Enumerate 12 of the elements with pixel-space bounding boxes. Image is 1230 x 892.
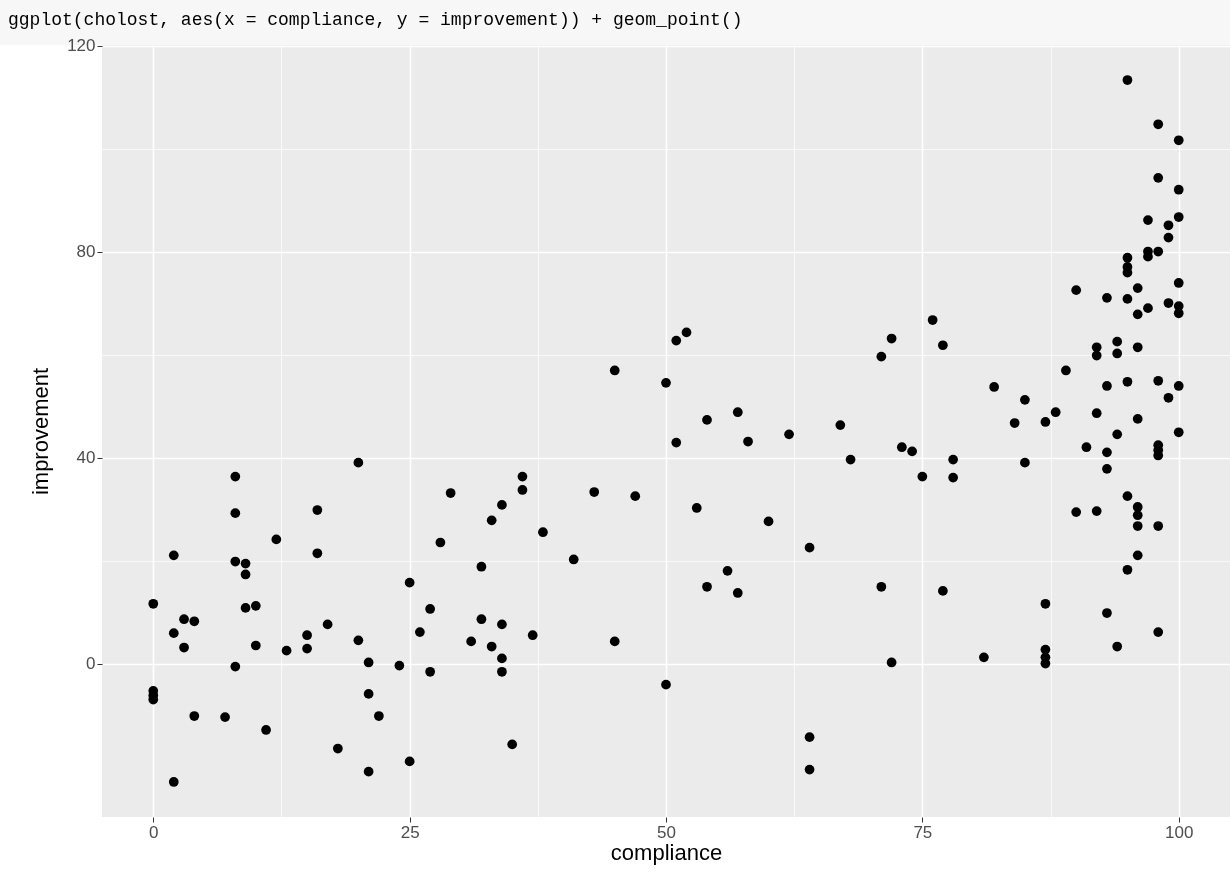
x-tick-label: 25 xyxy=(400,822,420,842)
y-tick-label: 80 xyxy=(76,242,96,262)
y-tick-label: 120 xyxy=(67,36,96,56)
chart-title: ggplot(cholost, aes(x = compliance, y = improvement)) + geom_point() xyxy=(8,10,743,30)
y-axis-title: improvement xyxy=(28,367,54,496)
x-tick-label: 50 xyxy=(657,822,676,842)
x-tick-label: 100 xyxy=(1165,822,1194,842)
x-axis-title: compliance xyxy=(610,839,723,865)
y-tick-label: 0 xyxy=(86,654,96,674)
y-tick-label: 40 xyxy=(76,448,96,468)
x-tick-label: 0 xyxy=(149,822,159,842)
x-tick-label: 75 xyxy=(913,822,933,842)
